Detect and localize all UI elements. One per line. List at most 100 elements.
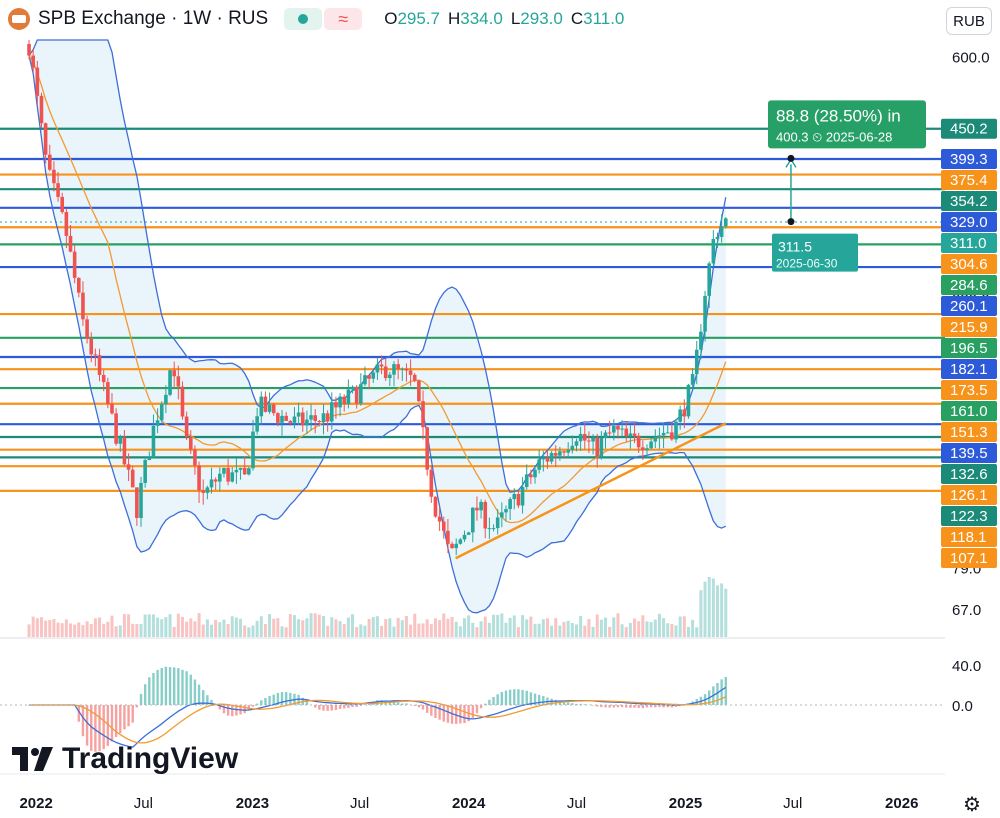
candle-body	[425, 427, 429, 470]
candle-body	[263, 396, 268, 412]
volume-bar	[259, 616, 263, 637]
volume-bar	[110, 615, 114, 637]
candle-body	[317, 420, 322, 423]
volume-bar	[371, 617, 375, 637]
currency-selector[interactable]: RUB	[946, 7, 992, 35]
price-tag	[941, 274, 997, 295]
macd-histogram-bar	[596, 705, 599, 707]
bollinger-lower-line	[28, 55, 727, 614]
macd-histogram-bar	[322, 705, 325, 711]
candle-body	[624, 428, 629, 437]
price-tag-label: 375.4	[950, 172, 988, 189]
macd-histogram-bar	[421, 705, 425, 710]
candle-body	[694, 349, 699, 375]
volume-bar	[678, 616, 682, 637]
volume-bar	[355, 627, 359, 637]
candle-body	[155, 420, 160, 426]
volume-bar	[297, 619, 301, 637]
volume-bar	[670, 623, 674, 637]
volume-bar	[85, 621, 89, 637]
candle-body	[412, 374, 417, 381]
volume-bar	[529, 616, 533, 637]
candle-body	[446, 530, 450, 544]
candle-body	[292, 416, 297, 423]
price-tag	[941, 253, 997, 274]
volume-bar	[330, 617, 334, 637]
candle-body	[595, 437, 600, 457]
macd-histogram-bar	[508, 689, 512, 705]
volume-bar	[151, 614, 155, 637]
volume-bar	[172, 626, 176, 637]
volume-bar	[276, 618, 280, 637]
candle-body	[379, 364, 384, 367]
macd-histogram-bar	[260, 700, 263, 705]
macd-histogram-bar	[284, 692, 288, 705]
settings-gear-icon[interactable]: ⚙	[963, 794, 981, 816]
volume-bar	[234, 617, 238, 637]
trendline	[455, 422, 727, 560]
candle-body	[483, 501, 488, 529]
candle-body	[76, 277, 81, 293]
macd-histogram-bar	[396, 702, 400, 705]
volume-bar	[438, 620, 442, 637]
price-tag	[941, 316, 997, 337]
macd-histogram-bar	[189, 674, 192, 705]
candle-body	[85, 319, 89, 339]
candle-body	[101, 374, 106, 383]
volume-bar	[81, 625, 85, 637]
volume-bar	[73, 624, 77, 637]
volume-bar	[566, 620, 570, 637]
candle-body	[574, 441, 579, 446]
candle-body	[491, 528, 496, 530]
volume-bar	[39, 617, 43, 637]
macd-histogram-bar	[231, 705, 234, 717]
indicator-dot-icon[interactable]	[284, 8, 323, 30]
candle-body	[388, 374, 392, 379]
candle-body	[661, 432, 666, 436]
macd-signal-line	[29, 696, 727, 744]
macd-histogram-bar	[533, 693, 537, 705]
macd-histogram-bar	[608, 705, 611, 708]
volume-bar	[421, 623, 425, 637]
macd-histogram-bar	[185, 671, 188, 705]
macd-histogram-bar	[334, 705, 338, 710]
volume-bar	[346, 617, 350, 637]
volume-bar	[48, 620, 52, 637]
symbol-title[interactable]: SPB Exchange · 1W · RUS	[38, 8, 269, 29]
macd-histogram-bar	[119, 705, 122, 734]
candle-body	[516, 493, 521, 506]
macd-histogram-bar	[143, 684, 147, 705]
candle-body	[255, 416, 259, 432]
volume-bar	[388, 618, 392, 637]
macd-histogram-bar	[641, 705, 645, 709]
price-tag	[941, 484, 997, 505]
candle-body	[645, 448, 649, 451]
volume-bar	[239, 618, 243, 637]
candle-body	[396, 364, 400, 370]
volume-bar	[707, 577, 711, 637]
price-tag	[941, 337, 997, 358]
indicator-wave-icon[interactable]: ≈	[324, 8, 363, 30]
volume-bar	[508, 617, 512, 637]
macd-histogram-bar	[720, 679, 723, 705]
candle-body	[39, 95, 44, 124]
candle-body	[334, 402, 338, 408]
tradingview-logo-icon	[12, 747, 53, 771]
candle-body	[305, 419, 309, 426]
macd-histogram-bar	[392, 701, 396, 705]
volume-bar	[409, 624, 413, 637]
candle-body	[537, 459, 541, 470]
candle-body	[110, 403, 114, 414]
macd-histogram-bar	[649, 705, 653, 708]
candle-body	[176, 376, 181, 387]
candle-body	[649, 441, 653, 449]
macd-histogram-bar	[537, 694, 541, 705]
macd-histogram-bar	[160, 668, 163, 705]
volume-bar	[268, 614, 272, 637]
volume-bar	[595, 614, 599, 637]
candle-body	[205, 487, 210, 493]
macd-histogram-bar	[268, 695, 271, 705]
volume-bar	[446, 618, 450, 637]
macd-histogram-bar	[193, 679, 197, 705]
